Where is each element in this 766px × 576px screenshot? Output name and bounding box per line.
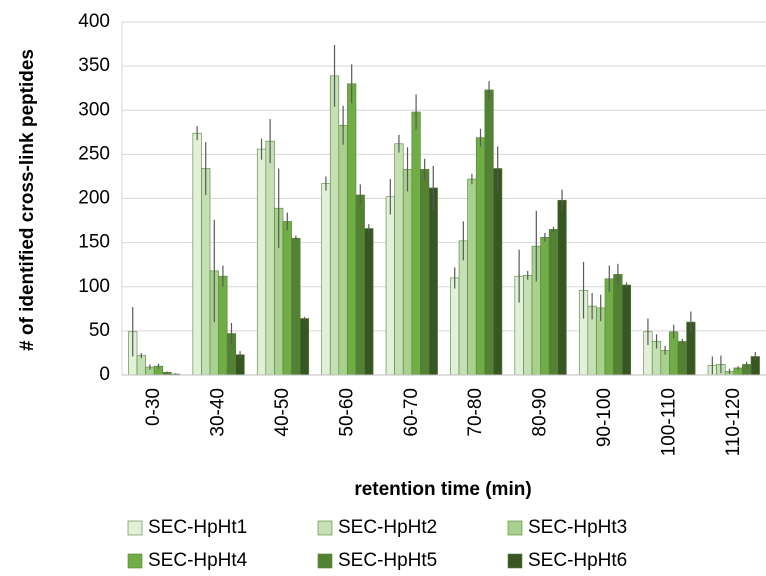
- bar: [450, 277, 460, 376]
- bar: [291, 237, 301, 376]
- x-tick-label: 110-120: [723, 388, 744, 456]
- bar: [338, 124, 348, 376]
- bar: [355, 194, 365, 376]
- x-tick-label: 50-60: [336, 388, 357, 437]
- bar: [402, 169, 413, 376]
- y-tick-label: 0: [99, 364, 110, 385]
- bar: [192, 132, 202, 376]
- bar: [265, 140, 275, 376]
- bar: [347, 83, 357, 376]
- x-tick-label: 40-50: [272, 388, 293, 437]
- y-tick-label: 350: [78, 55, 110, 76]
- legend-swatch: [127, 553, 143, 569]
- bar: [420, 169, 430, 376]
- x-tick-label: 90-100: [594, 388, 615, 447]
- legend-swatch: [317, 520, 333, 536]
- y-tick-label: 200: [78, 188, 110, 209]
- x-tick-label: 80-90: [530, 388, 551, 437]
- bar: [428, 187, 438, 376]
- bar: [493, 168, 503, 376]
- bar: [458, 240, 468, 376]
- x-tick-label: 30-40: [208, 388, 229, 437]
- bar: [256, 148, 267, 376]
- bar: [540, 237, 550, 376]
- bar: [604, 278, 614, 376]
- bar: [484, 89, 494, 376]
- x-tick-label: 100-110: [658, 388, 679, 456]
- legend-swatch: [127, 520, 143, 536]
- y-tick-label: 400: [78, 11, 110, 32]
- y-tick-label: 150: [78, 232, 110, 253]
- legend-label: SEC-HpHt4: [148, 550, 248, 571]
- bar: [548, 229, 559, 376]
- y-tick-label: 250: [78, 143, 110, 164]
- y-axis-title: # of identified cross-link peptides: [17, 49, 38, 351]
- bar: [467, 178, 477, 376]
- bar: [557, 199, 567, 376]
- bar: [385, 196, 395, 376]
- bar: [677, 341, 687, 376]
- bar: [201, 168, 211, 376]
- bar: [218, 275, 228, 376]
- legend-label: SEC-HpHt5: [338, 550, 437, 571]
- legend-swatch: [317, 553, 333, 569]
- x-tick-label: 60-70: [401, 388, 422, 437]
- bar: [299, 318, 310, 376]
- bar: [613, 274, 623, 376]
- x-axis-title: retention time (min): [354, 479, 531, 500]
- y-tick-label: 100: [78, 276, 110, 297]
- y-tick-label: 50: [89, 320, 110, 341]
- x-tick-label: 0-30: [143, 388, 164, 426]
- legend-label: SEC-HpHt3: [528, 517, 627, 538]
- bar: [621, 284, 632, 376]
- y-tick-label: 300: [78, 99, 110, 120]
- bar: [282, 221, 292, 376]
- legend-swatch: [507, 553, 523, 569]
- bar: [475, 137, 486, 376]
- bar: [364, 228, 374, 376]
- legend-label: SEC-HpHt6: [528, 550, 627, 571]
- bar: [136, 355, 146, 376]
- bar: [394, 143, 404, 376]
- legend-label: SEC-HpHt1: [148, 517, 247, 538]
- bar: [411, 111, 421, 376]
- bar: [321, 183, 331, 376]
- bar: [523, 274, 533, 376]
- legend-swatch: [507, 520, 523, 536]
- legend-label: SEC-HpHt2: [338, 517, 437, 538]
- x-tick-label: 70-80: [465, 388, 486, 437]
- bar: [329, 75, 340, 376]
